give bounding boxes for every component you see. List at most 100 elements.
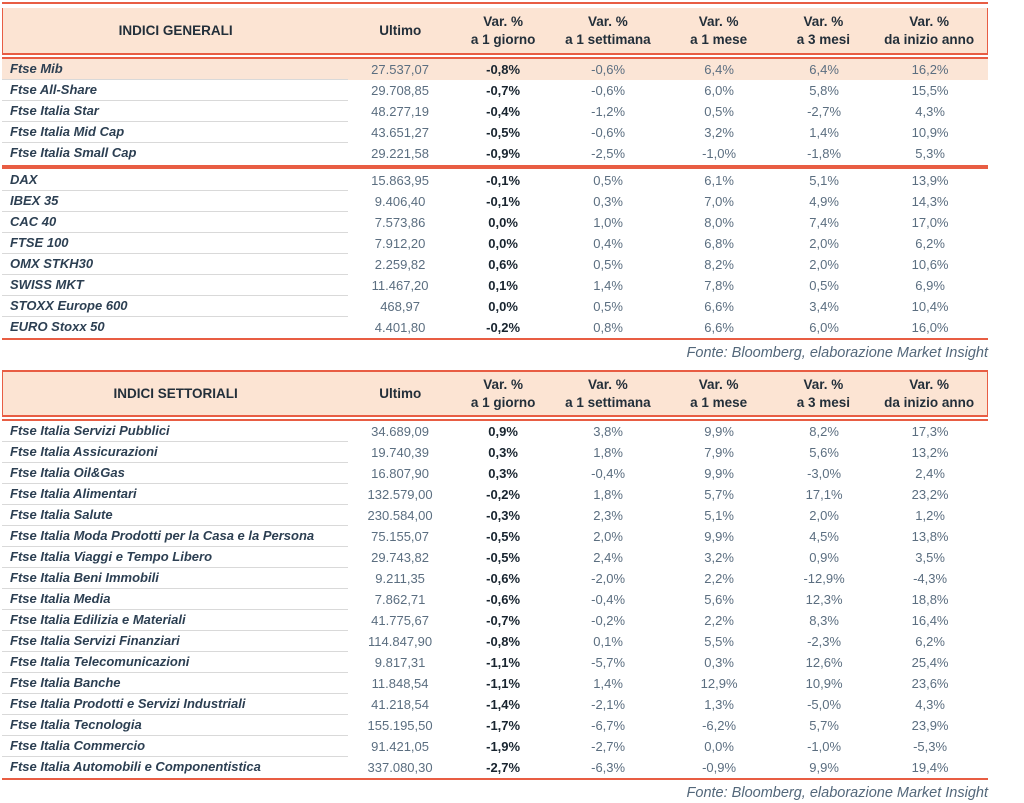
value-cell: -0,7% (486, 612, 521, 628)
table-row: Ftse Italia Servizi Finanziari 114.847,90… (2, 631, 988, 652)
value-cell: 7.862,71 (374, 591, 426, 607)
value-cell: -0,3% (486, 507, 521, 523)
value-cell: -0,6% (591, 124, 626, 140)
value-cell: -0,4% (591, 465, 626, 481)
column-header-line: INDICI SETTORIALI (113, 385, 238, 401)
value-cell: 1,4% (593, 277, 623, 293)
value-cell: -1,0% (702, 145, 737, 161)
value-cell: 14,3% (911, 193, 949, 209)
value-cell: 27.537,07 (371, 61, 429, 77)
value-cell: 34.689,09 (371, 423, 429, 439)
value-cell: 9,9% (809, 759, 839, 775)
value-cell: 2,2% (704, 612, 734, 628)
value-cell: 3,4% (809, 298, 839, 314)
value-cell: 3,2% (704, 549, 734, 565)
column-header-line: Var. % (483, 13, 523, 29)
value-cell: -6,7% (591, 717, 626, 733)
value-cell: 4,9% (809, 193, 839, 209)
value-cell: 1,0% (593, 214, 623, 230)
value-cell: 5,5% (704, 633, 734, 649)
value-cell: 5,7% (809, 717, 839, 733)
index-name: EURO Stoxx 50 (10, 319, 105, 334)
column-header: Var. % a 1 giorno (452, 376, 554, 412)
column-header: Var. % a 3 mesi (776, 376, 872, 412)
index-name: SWISS MKT (2, 275, 349, 296)
value-cell: 5,1% (704, 507, 734, 523)
index-name: Ftse Italia Telecomunicazioni (2, 652, 349, 673)
value-cell: 0,3% (488, 444, 518, 460)
value-cell: 155.195,50 (367, 717, 433, 733)
value-cell: 1,4% (593, 675, 623, 691)
value-cell: 1,3% (704, 696, 734, 712)
index-name: DAX (2, 170, 349, 191)
value-cell: -1,1% (486, 675, 521, 691)
value-cell: 29.708,85 (371, 82, 429, 98)
value-cell: 0,4% (593, 235, 623, 251)
value-cell: 0,5% (809, 277, 839, 293)
index-name: Ftse Italia Oil&Gas (2, 463, 349, 484)
value-cell: 9,9% (704, 465, 734, 481)
table-row: Ftse Italia Mid Cap 43.651,27 -0,5% -0,6% 3,… (2, 122, 988, 143)
value-cell: 18,8% (911, 591, 949, 607)
column-header-line: a 1 settimana (565, 31, 651, 47)
value-cell: 29.221,58 (371, 145, 429, 161)
column-header: Var. % a 1 giorno (452, 13, 554, 49)
value-cell: 0,1% (593, 633, 623, 649)
value-cell: 11.848,54 (371, 675, 429, 691)
index-name: Ftse All-Share (2, 80, 349, 101)
value-cell: -2,3% (807, 633, 842, 649)
table-row: OMX STKH30 2.259,82 0,6% 0,5% 8,2% 2,0% 10,6% (2, 254, 988, 275)
value-cell: -1,8% (807, 145, 842, 161)
value-cell: 23,2% (911, 486, 949, 502)
value-cell: 4.401,80 (374, 319, 426, 335)
column-header-line: a 1 mese (690, 31, 748, 47)
value-cell: 16,0% (911, 319, 949, 335)
value-cell: 0,3% (488, 465, 518, 481)
index-name: Ftse Italia Assicurazioni (2, 442, 349, 463)
index-name: Ftse Italia Commercio (2, 736, 349, 757)
value-cell: 29.743,82 (371, 549, 429, 565)
indici-settoriali-header-row: INDICI SETTORIALI Ultimo Var. % a 1 giorno V… (2, 370, 988, 417)
table-bottom-rule (2, 778, 988, 780)
column-header-line: a 3 mesi (796, 31, 851, 47)
table-row: Ftse Italia Prodotti e Servizi Industria… (2, 694, 988, 715)
table-row: Ftse Mib 27.537,07 -0,8% -0,6% 6,4% 6,4% 16,2% (2, 59, 988, 80)
value-cell: 6,8% (704, 235, 734, 251)
value-cell: 17,1% (805, 486, 843, 502)
column-header-line: Var. % (698, 13, 739, 29)
value-cell: 5,3% (915, 145, 945, 161)
indici-generali-table: INDICI GENERALI Ultimo Var. % a 1 giorno Var… (2, 2, 988, 363)
table-row: Ftse All-Share 29.708,85 -0,7% -0,6% 6,0% 5,8… (2, 80, 988, 101)
value-cell: 0,5% (704, 103, 734, 119)
indici-generali-body: Ftse Mib 27.537,07 -0,8% -0,6% 6,4% 6,4% 16,2%… (2, 59, 988, 338)
value-cell: 9,9% (704, 423, 734, 439)
value-cell: 8,0% (704, 214, 734, 230)
value-cell: 12,6% (805, 654, 843, 670)
table-row: Ftse Italia Tecnologia 155.195,50 -1,7% -6,… (2, 715, 988, 736)
value-cell: 8,2% (704, 256, 734, 272)
value-cell: 0,5% (593, 172, 623, 188)
value-cell: -1,4% (486, 696, 521, 712)
value-cell: -0,5% (486, 124, 521, 140)
value-cell: 23,6% (911, 675, 949, 691)
value-cell: 3,2% (704, 124, 734, 140)
value-cell: -0,5% (486, 528, 521, 544)
value-cell: 19,4% (911, 759, 949, 775)
value-cell: 9.211,35 (375, 570, 425, 586)
value-cell: 5,6% (809, 444, 839, 460)
table-row: Ftse Italia Alimentari 132.579,00 -0,2% 1,8… (2, 484, 988, 505)
table-top-rule (2, 2, 988, 4)
value-cell: 6,2% (915, 235, 945, 251)
value-cell: -0,9% (486, 145, 521, 161)
value-cell: -0,9% (702, 759, 737, 775)
value-cell: 2.259,82 (374, 256, 426, 272)
value-cell: 0,9% (809, 549, 839, 565)
value-cell: -2,7% (591, 738, 626, 754)
value-cell: 7,0% (704, 193, 734, 209)
column-header: Var. % a 1 mese (662, 13, 776, 49)
value-cell: 3,8% (593, 423, 623, 439)
value-cell: 0,5% (593, 298, 623, 314)
value-cell: 2,0% (593, 528, 623, 544)
column-header-line: a 3 mesi (796, 394, 851, 410)
value-cell: -1,0% (807, 738, 842, 754)
